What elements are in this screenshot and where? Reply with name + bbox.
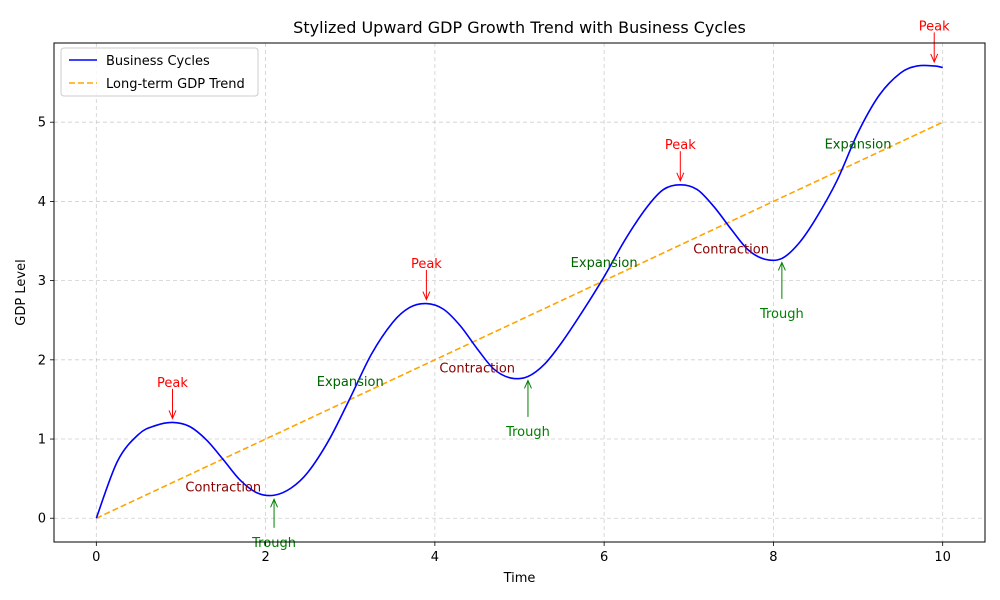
x-axis-label: Time (503, 571, 536, 586)
legend-label-gdp-trend: Long-term GDP Trend (106, 77, 245, 92)
annotation-arrowhead (930, 53, 939, 64)
legend-label-business-cycles: Business Cycles (106, 54, 210, 69)
annotation-arrowhead (524, 379, 532, 389)
expansion-label: Expansion (317, 375, 384, 390)
y-tick-label: 2 (38, 353, 46, 368)
axis-ticks: 0 2 4 6 8 10 0 1 2 3 4 5 (38, 116, 951, 565)
y-tick-label: 3 (38, 274, 46, 289)
annotations-layer: Peak Trough Peak Trough Peak Trough Peak Contra… (157, 19, 950, 550)
y-tick-label: 0 (38, 512, 46, 527)
legend-box (60, 47, 259, 97)
chart-title: Stylized Upward GDP Growth Trend with Bu… (293, 18, 746, 37)
plot-frame (53, 42, 986, 543)
y-tick-label: 4 (38, 195, 46, 210)
x-tick-label: 0 (92, 550, 100, 565)
annotation-arrowhead (422, 291, 431, 301)
x-tick-label: 4 (431, 550, 439, 565)
expansion-label: Expansion (825, 137, 892, 152)
series-layer (95, 64, 944, 519)
contraction-label: Contraction (693, 243, 769, 258)
legend: Business Cycles Long-term GDP Trend (60, 47, 259, 97)
annotation-arrowhead (676, 172, 685, 183)
trough-label: Trough (759, 307, 804, 322)
x-tick-label: 2 (261, 550, 269, 565)
contraction-label: Contraction (185, 480, 261, 495)
series-line-gdp-trend (95, 121, 944, 519)
grid (54, 43, 985, 542)
expansion-label: Expansion (571, 256, 638, 271)
trough-label: Trough (505, 425, 550, 440)
x-tick-label: 6 (600, 550, 608, 565)
x-tick-label: 8 (769, 550, 777, 565)
annotation-arrowhead (777, 261, 786, 271)
contraction-label: Contraction (439, 362, 515, 377)
peak-label: Peak (411, 257, 442, 272)
series-line-business-cycles (95, 64, 943, 519)
y-tick-label: 1 (38, 433, 46, 448)
peak-label: Peak (665, 138, 696, 153)
x-tick-label: 10 (934, 550, 951, 565)
trough-label: Trough (251, 536, 296, 551)
peak-label: Peak (157, 376, 188, 391)
annotation-arrowhead (168, 410, 177, 420)
annotation-arrowhead (270, 498, 279, 508)
peak-label: Peak (919, 19, 950, 34)
y-axis-label: GDP Level (14, 259, 29, 325)
y-tick-label: 5 (38, 116, 46, 131)
